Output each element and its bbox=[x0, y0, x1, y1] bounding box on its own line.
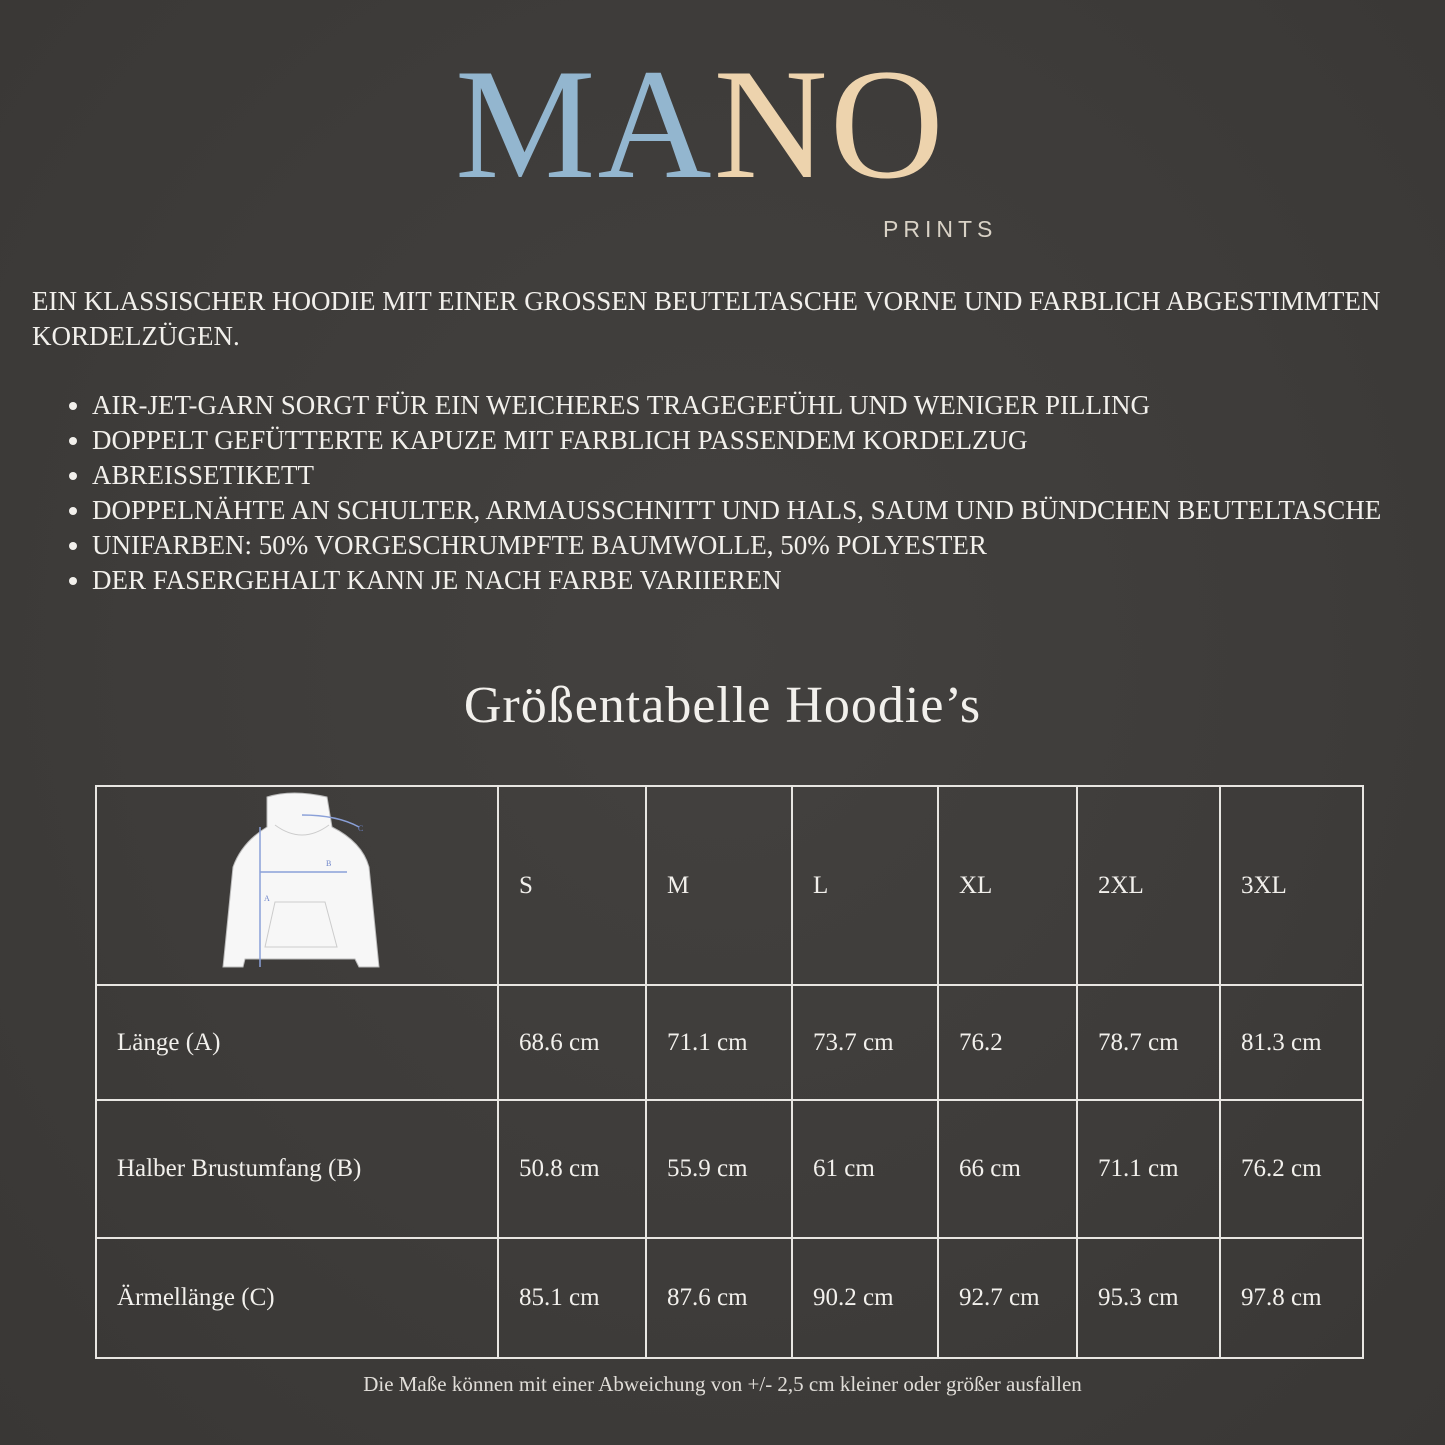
feature-item: DOPPELNÄHTE AN SCHULTER, ARMAUSSCHNITT U… bbox=[92, 493, 1422, 528]
feature-list: AIR-JET-GARN SORGT FÜR EIN WEICHERES TRA… bbox=[32, 388, 1422, 598]
table-row: Länge (A) 68.6 cm 71.1 cm 73.7 cm 76.2 7… bbox=[95, 984, 1364, 1101]
table-cell: 50.8 cm bbox=[497, 1099, 647, 1239]
size-header: M bbox=[645, 785, 793, 986]
table-cell: 97.8 cm bbox=[1219, 1237, 1364, 1359]
table-cell: 68.6 cm bbox=[497, 984, 647, 1101]
logo-subtitle: PRINTS bbox=[883, 216, 998, 242]
size-header: 2XL bbox=[1076, 785, 1221, 986]
logo-text-no: NO bbox=[713, 37, 946, 212]
hoodie-diagram-icon: A B C bbox=[222, 792, 380, 968]
diagram-label-c: C bbox=[358, 824, 363, 833]
size-header: 3XL bbox=[1219, 785, 1364, 986]
diagram-label-a: A bbox=[264, 894, 270, 903]
table-cell: 85.1 cm bbox=[497, 1237, 647, 1359]
logo-text-ma: MA bbox=[455, 37, 714, 212]
table-cell: 92.7 cm bbox=[937, 1237, 1078, 1359]
table-cell: 78.7 cm bbox=[1076, 984, 1221, 1101]
feature-item: DOPPELT GEFÜTTERTE KAPUZE MIT FARBLICH P… bbox=[92, 423, 1422, 458]
table-cell: 90.2 cm bbox=[791, 1237, 939, 1359]
row-label: Länge (A) bbox=[95, 984, 499, 1101]
table-row: Ärmellänge (C) 85.1 cm 87.6 cm 90.2 cm 9… bbox=[95, 1237, 1364, 1359]
brand-logo: MANO PRINTS bbox=[455, 40, 1035, 250]
table-cell: 87.6 cm bbox=[645, 1237, 793, 1359]
size-header: L bbox=[791, 785, 939, 986]
table-cell: 76.2 bbox=[937, 984, 1078, 1101]
feature-item: ABREISSETIKETT bbox=[92, 458, 1422, 493]
product-intro: EIN KLASSISCHER HOODIE MIT EINER GROSSEN… bbox=[32, 286, 1381, 351]
table-cell: 66 cm bbox=[937, 1099, 1078, 1239]
table-cell: 55.9 cm bbox=[645, 1099, 793, 1239]
hoodie-diagram-cell: A B C bbox=[95, 785, 499, 986]
table-cell: 71.1 cm bbox=[1076, 1099, 1221, 1239]
size-header: XL bbox=[937, 785, 1078, 986]
tolerance-note: Die Maße können mit einer Abweichung von… bbox=[363, 1372, 1082, 1396]
feature-item: DER FASERGEHALT KANN JE NACH FARBE VARII… bbox=[92, 563, 1422, 598]
table-cell: 61 cm bbox=[791, 1099, 939, 1239]
size-chart-title: Größentabelle Hoodie’s bbox=[463, 677, 982, 734]
table-cell: 73.7 cm bbox=[791, 984, 939, 1101]
table-cell: 81.3 cm bbox=[1219, 984, 1364, 1101]
diagram-label-b: B bbox=[326, 859, 331, 868]
size-header: S bbox=[497, 785, 647, 986]
feature-item: UNIFARBEN: 50% VORGESCHRUMPFTE BAUMWOLLE… bbox=[92, 528, 1422, 563]
table-cell: 95.3 cm bbox=[1076, 1237, 1221, 1359]
table-header-row: A B C S M L XL 2XL 3XL bbox=[95, 785, 1364, 986]
size-table: A B C S M L XL 2XL 3XL Länge (A) 68.6 cm… bbox=[95, 785, 1364, 1359]
table-cell: 71.1 cm bbox=[645, 984, 793, 1101]
feature-item: AIR-JET-GARN SORGT FÜR EIN WEICHERES TRA… bbox=[92, 388, 1422, 423]
row-label: Halber Brustumfang (B) bbox=[95, 1099, 499, 1239]
table-row: Halber Brustumfang (B) 50.8 cm 55.9 cm 6… bbox=[95, 1099, 1364, 1239]
table-cell: 76.2 cm bbox=[1219, 1099, 1364, 1239]
row-label: Ärmellänge (C) bbox=[95, 1237, 499, 1359]
